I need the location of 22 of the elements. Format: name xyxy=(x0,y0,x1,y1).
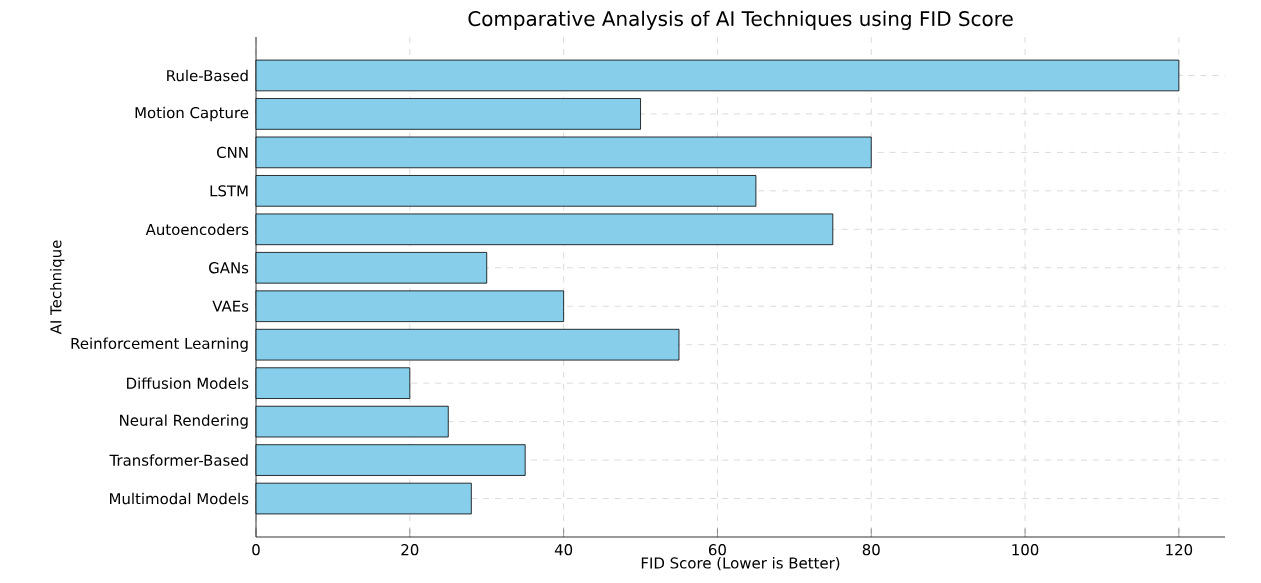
y-tick-label: CNN xyxy=(217,146,248,159)
y-tick-label: Transformer-Based xyxy=(109,454,248,466)
chart-title: Comparative Analysis of AI Techniques using FID Score xyxy=(468,10,1013,31)
x-tick-label: 80 xyxy=(862,544,880,556)
y-tick-label: Diffusion Models xyxy=(127,377,249,389)
y-tick-label: VAEs xyxy=(212,300,249,312)
y-tick-label: LSTM xyxy=(210,185,248,197)
x-tick-label: 60 xyxy=(708,544,726,556)
y-tick-label: Reinforcement Learning xyxy=(71,337,248,352)
y-tick-label: Motion Capture xyxy=(135,106,249,122)
x-tick-label: 100 xyxy=(1012,544,1039,556)
y-axis-title: AI Technique xyxy=(49,240,65,335)
x-tick-label: 0 xyxy=(252,544,260,556)
y-tick-label: Rule-Based xyxy=(167,69,248,82)
y-tick-label: GANs xyxy=(209,262,249,274)
x-tick-label: 120 xyxy=(1166,544,1193,556)
y-tick-label: Neural Rendering xyxy=(120,414,248,429)
x-axis-title: FID Score (Lower is Better) xyxy=(641,557,840,571)
x-tick-label: 40 xyxy=(554,544,573,556)
x-tick-label: 20 xyxy=(401,544,419,556)
y-tick-label: Multimodal Models xyxy=(110,492,249,505)
y-tick-label: Autoencoders xyxy=(145,223,249,236)
